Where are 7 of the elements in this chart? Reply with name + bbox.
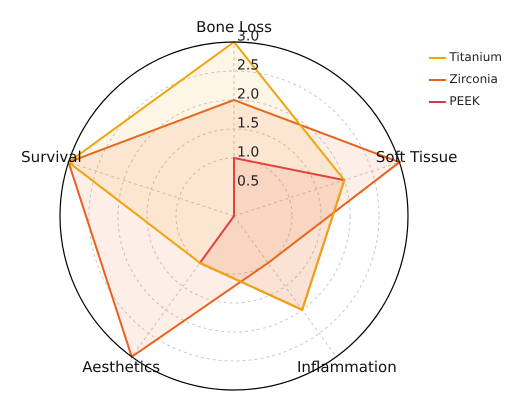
legend-label: PEEK xyxy=(449,94,481,108)
y-tick-label: 1.5 xyxy=(237,116,260,132)
legend-label: Titanium xyxy=(448,50,502,64)
legend-label: Zirconia xyxy=(449,72,498,86)
y-tick-label: 1.0 xyxy=(237,144,260,161)
y-tick-label: 2.0 xyxy=(237,86,260,103)
y-tick-label: 0.5 xyxy=(237,174,260,190)
